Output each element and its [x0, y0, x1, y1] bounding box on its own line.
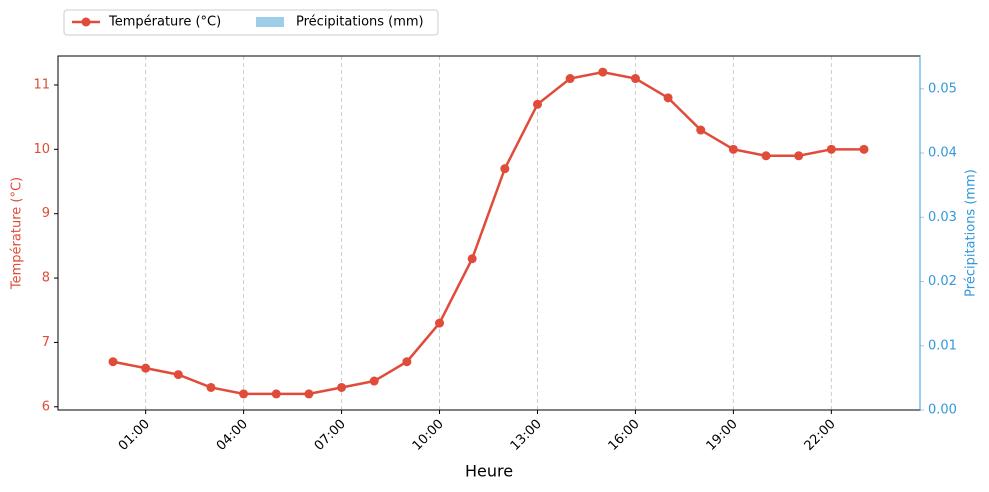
- point: [663, 93, 673, 103]
- point: [696, 125, 706, 135]
- y2-tick-label: 0.01: [928, 338, 957, 353]
- x-tick-label: 07:00: [312, 417, 349, 454]
- point: [239, 389, 249, 399]
- point: [108, 357, 118, 367]
- point: [500, 164, 510, 174]
- y-tick-label: 8: [42, 271, 50, 286]
- point: [337, 382, 347, 392]
- point: [761, 151, 771, 161]
- y-tick-label: 6: [42, 399, 50, 414]
- x-tick-label: 13:00: [508, 417, 545, 454]
- x-tick-label: 16:00: [606, 417, 643, 454]
- point: [565, 74, 575, 84]
- point: [369, 376, 379, 386]
- y-tick-label: 11: [33, 77, 50, 92]
- point: [467, 254, 477, 264]
- y-tick-label: 9: [42, 206, 50, 221]
- x-tick-label: 01:00: [116, 417, 153, 454]
- x-tick-label: 22:00: [802, 417, 839, 454]
- legend-box: [63, 9, 439, 36]
- point: [435, 318, 445, 328]
- point: [271, 389, 281, 399]
- point: [141, 363, 151, 373]
- y-tick-label: 10: [33, 142, 50, 157]
- legend-swatch: [256, 17, 284, 27]
- point: [304, 389, 314, 399]
- y2-tick-label: 0.00: [928, 403, 957, 418]
- x-tick-label: 19:00: [704, 417, 741, 454]
- point: [794, 151, 804, 161]
- legend-label: Précipitations (mm): [296, 15, 424, 30]
- line: [112, 70, 864, 396]
- x-tick-label: 04:00: [214, 417, 251, 454]
- point: [728, 144, 738, 154]
- x-axis-label: Heure: [465, 462, 513, 481]
- y2-tick-label: 0.05: [928, 81, 957, 96]
- point: [173, 370, 183, 380]
- point: [402, 357, 412, 367]
- x-tick-label: 10:00: [410, 417, 447, 454]
- point: [859, 144, 869, 154]
- y2-tick-label: 0.04: [928, 146, 957, 161]
- y2-axis-label: Précipitations (mm): [964, 169, 979, 297]
- y2-tick-label: 0.02: [928, 274, 957, 289]
- point: [206, 382, 216, 392]
- y2-tick-label: 0.03: [928, 210, 957, 225]
- legend-label: Température (°C): [108, 15, 221, 30]
- point: [598, 67, 608, 77]
- legend-swatch: [81, 17, 91, 27]
- point: [630, 74, 640, 84]
- point: [826, 144, 836, 154]
- plot-frame: [57, 55, 921, 411]
- point: [532, 99, 542, 109]
- y-tick-label: 7: [42, 335, 50, 350]
- y-axis-label: Température (°C): [10, 177, 25, 290]
